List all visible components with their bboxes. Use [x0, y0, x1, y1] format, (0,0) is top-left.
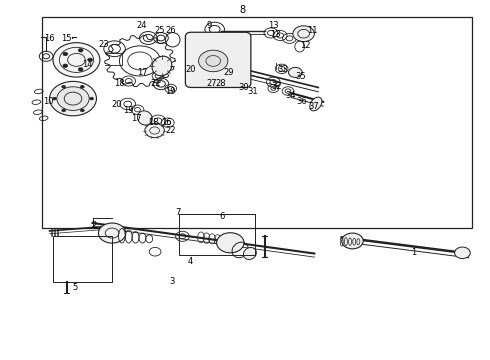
- Text: 16: 16: [162, 118, 172, 127]
- Circle shape: [62, 109, 66, 112]
- Text: 34: 34: [286, 91, 296, 100]
- Text: 18: 18: [114, 80, 125, 89]
- Text: 29: 29: [223, 68, 234, 77]
- Text: 23: 23: [98, 40, 109, 49]
- Circle shape: [80, 85, 84, 88]
- Circle shape: [78, 68, 83, 71]
- Circle shape: [293, 26, 315, 41]
- Circle shape: [63, 64, 68, 68]
- Text: 8: 8: [240, 5, 245, 15]
- Text: 35: 35: [295, 72, 306, 81]
- Circle shape: [455, 247, 470, 258]
- Text: 28: 28: [216, 80, 226, 89]
- Text: 21: 21: [151, 80, 161, 89]
- Circle shape: [53, 42, 100, 77]
- Text: 1: 1: [411, 248, 416, 257]
- Circle shape: [198, 50, 228, 72]
- Text: 24: 24: [136, 21, 147, 30]
- Text: 10: 10: [43, 96, 54, 105]
- FancyBboxPatch shape: [185, 32, 251, 87]
- Text: 32: 32: [271, 82, 282, 91]
- Circle shape: [52, 97, 56, 100]
- Text: 27: 27: [206, 80, 217, 89]
- Ellipse shape: [137, 111, 152, 125]
- Text: 11: 11: [307, 26, 318, 35]
- Text: 6: 6: [220, 212, 225, 221]
- Text: 26: 26: [166, 26, 176, 35]
- Circle shape: [145, 123, 164, 138]
- Text: 18: 18: [148, 118, 159, 127]
- Text: 13: 13: [270, 30, 281, 39]
- Ellipse shape: [152, 56, 172, 76]
- Text: 17: 17: [131, 114, 142, 123]
- Text: 2: 2: [92, 221, 97, 230]
- Text: 15: 15: [61, 34, 72, 43]
- Text: 19: 19: [166, 86, 176, 95]
- Circle shape: [342, 233, 363, 249]
- Text: 31: 31: [247, 86, 258, 95]
- Text: 12: 12: [300, 41, 311, 50]
- Text: 13: 13: [268, 21, 279, 30]
- Text: 20: 20: [112, 100, 122, 109]
- Circle shape: [49, 81, 97, 116]
- Bar: [53, 235, 112, 282]
- Text: 5: 5: [73, 283, 78, 292]
- Circle shape: [289, 67, 302, 77]
- Bar: [42, 17, 472, 228]
- Circle shape: [57, 87, 89, 111]
- Text: 7: 7: [175, 208, 180, 217]
- Text: 37: 37: [308, 102, 319, 111]
- Bar: [179, 214, 255, 255]
- Text: 36: 36: [297, 97, 308, 106]
- Text: 30: 30: [238, 83, 249, 92]
- Circle shape: [217, 233, 244, 253]
- Text: 16: 16: [44, 34, 55, 43]
- Text: 17: 17: [137, 68, 147, 77]
- Circle shape: [80, 109, 84, 112]
- Text: 20: 20: [185, 65, 196, 74]
- Text: 9: 9: [207, 21, 212, 30]
- Circle shape: [78, 49, 83, 52]
- Text: 14: 14: [82, 60, 93, 69]
- Text: 4: 4: [188, 257, 193, 266]
- Circle shape: [88, 58, 93, 62]
- Circle shape: [90, 97, 94, 100]
- Circle shape: [63, 52, 68, 56]
- Ellipse shape: [310, 97, 322, 111]
- Ellipse shape: [244, 248, 256, 260]
- Text: 25: 25: [154, 26, 165, 35]
- Text: 22: 22: [166, 126, 176, 135]
- Text: 19: 19: [123, 106, 134, 115]
- Text: 33: 33: [278, 65, 289, 74]
- Text: 3: 3: [169, 276, 174, 285]
- Circle shape: [98, 223, 126, 243]
- Circle shape: [62, 85, 66, 88]
